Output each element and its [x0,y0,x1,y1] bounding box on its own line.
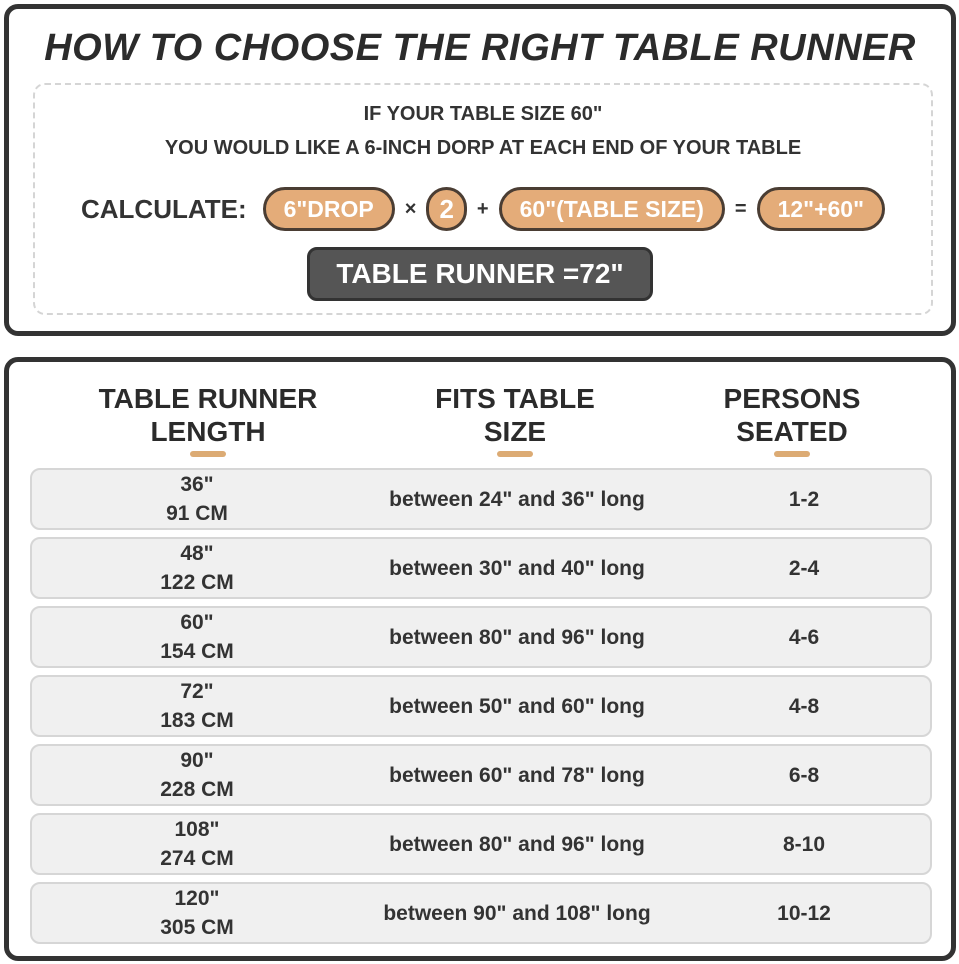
header-line: SIZE [483,416,547,447]
intro-line-1: IF YOUR TABLE SIZE 60" [363,103,603,125]
fits-cell: between 80" and 96" long [389,625,645,649]
length-cell: 60" 154 CM [92,608,302,666]
length-cm: 228 CM [160,778,234,801]
example-box: IF YOUR TABLE SIZE 60" YOU WOULD LIKE A … [33,83,933,315]
table-row: 108" 274 CM between 80" and 96" long 8-10 [30,813,932,875]
persons-cell: 4-6 [788,625,820,649]
column-header: PERSONS SEATED [642,382,942,448]
length-cell: 36" 91 CM [92,470,302,528]
length-cm: 305 CM [160,916,234,939]
drop-pill: 6"DROP [262,187,395,231]
sum-pill: 12"+60" [756,187,885,231]
length-inch: 90" [180,749,214,772]
header-underline [190,451,226,457]
table-row: 36" 91 CM between 24" and 36" long 1-2 [30,468,932,530]
fits-cell: between 24" and 36" long [389,487,645,511]
persons-cell: 2-4 [788,556,820,580]
fits-cell: between 80" and 96" long [389,832,645,856]
persons-cell: 6-8 [788,763,820,787]
length-cm: 154 CM [160,640,234,663]
fits-cell: between 90" and 108" long [383,901,651,925]
table-row: 72" 183 CM between 50" and 60" long 4-8 [30,675,932,737]
fits-cell: between 30" and 40" long [389,556,645,580]
header-line: PERSONS [723,383,861,414]
multiplier-pill: 2 [426,187,467,231]
page-title: HOW TO CHOOSE THE RIGHT TABLE RUNNER [44,27,916,69]
table-size-pill: 60"(TABLE SIZE) [498,187,725,231]
length-inch: 36" [180,473,214,496]
size-table: TABLE RUNNER LENGTH FITS TABLE SIZE PERSONS S… [4,357,956,961]
length-inch: 72" [180,680,214,703]
table-row: 48" 122 CM between 30" and 40" long 2-4 [30,537,932,599]
header-underline [774,451,810,457]
equals-sign: = [734,197,747,220]
length-cell: 120" 305 CM [92,884,302,942]
table-row: 120" 305 CM between 90" and 108" long 10-… [30,882,932,944]
header-line: FITS TABLE [435,383,595,414]
length-cell: 48" 122 CM [92,539,302,597]
length-cell: 108" 274 CM [92,815,302,873]
length-cm: 91 CM [166,502,228,525]
length-inch: 60" [180,611,214,634]
header-line: TABLE RUNNER [98,383,318,414]
fits-cell: between 60" and 78" long [389,763,645,787]
length-cm: 122 CM [160,571,234,594]
length-cm: 274 CM [160,847,234,870]
calculate-label: CALCULATE: [81,193,247,224]
intro-line-2: YOU WOULD LIKE A 6-INCH DORP AT EACH END… [164,137,802,159]
table-row: 90" 228 CM between 60" and 78" long 6-8 [30,744,932,806]
length-inch: 108" [174,818,220,841]
times-sign: × [404,197,417,220]
formula-panel: HOW TO CHOOSE THE RIGHT TABLE RUNNER IF … [4,4,956,336]
length-inch: 48" [180,542,214,565]
length-cell: 72" 183 CM [92,677,302,735]
persons-cell: 1-2 [788,487,820,511]
column-header: TABLE RUNNER LENGTH [58,382,358,448]
header-line: LENGTH [150,416,266,447]
calculation-row: CALCULATE: 6"DROP × 2 + 60"(TABLE SIZE) … [35,187,931,231]
length-cell: 90" 228 CM [92,746,302,804]
fits-cell: between 50" and 60" long [389,694,645,718]
persons-cell: 8-10 [782,832,826,856]
persons-cell: 4-8 [788,694,820,718]
persons-cell: 10-12 [777,901,831,925]
header-line: SEATED [736,416,848,447]
result-badge: TABLE RUNNER =72" [307,247,653,301]
plus-sign: + [476,197,489,220]
length-inch: 120" [174,887,220,910]
length-cm: 183 CM [160,709,234,732]
table-row: 60" 154 CM between 80" and 96" long 4-6 [30,606,932,668]
column-header: FITS TABLE SIZE [365,382,665,448]
header-underline [497,451,533,457]
